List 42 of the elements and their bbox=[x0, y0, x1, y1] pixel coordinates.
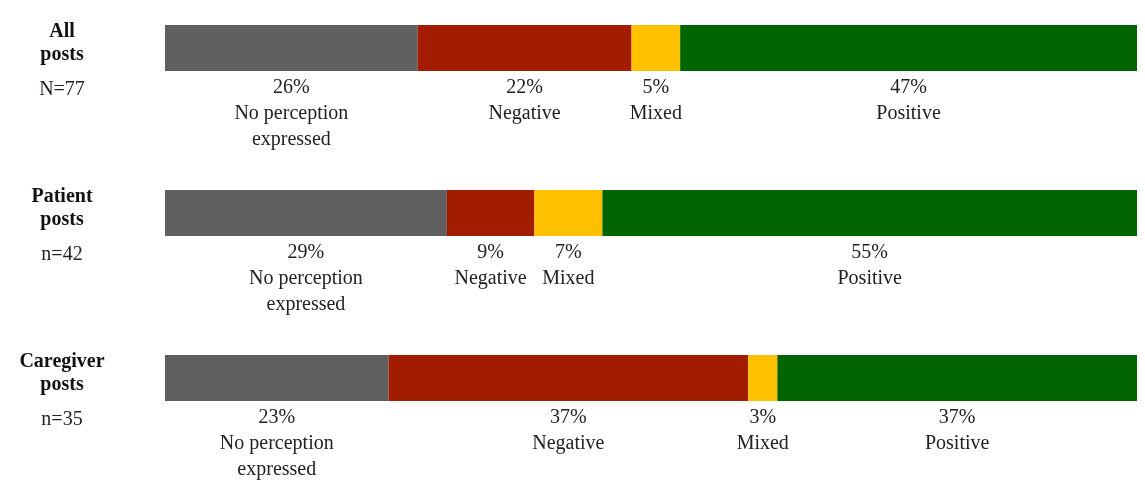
data-label: 26% bbox=[273, 75, 310, 97]
text: Positive bbox=[924, 431, 990, 453]
data-label: 7% bbox=[555, 240, 582, 262]
y-tick-label: All posts bbox=[40, 19, 84, 65]
data-label: 47% bbox=[890, 75, 927, 97]
bar bbox=[777, 355, 1137, 401]
data-label: 29% bbox=[287, 240, 325, 262]
bar bbox=[446, 190, 535, 236]
text: N=77 bbox=[39, 77, 85, 99]
text: Mixed bbox=[629, 101, 682, 123]
bar bbox=[165, 190, 447, 236]
series-label: Negative bbox=[488, 101, 561, 124]
bar bbox=[680, 25, 1137, 71]
text: No perception expressed bbox=[219, 431, 334, 479]
bar bbox=[631, 25, 681, 71]
bar bbox=[417, 25, 632, 71]
bar bbox=[165, 355, 389, 401]
y-tick-label: Patient posts bbox=[31, 184, 93, 230]
data-label: 37% bbox=[550, 405, 587, 427]
bar bbox=[388, 355, 749, 401]
bar bbox=[165, 25, 418, 71]
text: n=35 bbox=[41, 407, 83, 429]
data-label: 23% bbox=[258, 405, 296, 427]
data-label: 9% bbox=[477, 240, 504, 262]
text: n=42 bbox=[41, 242, 83, 264]
bar bbox=[748, 355, 778, 401]
data-label: 37% bbox=[938, 405, 976, 427]
text: Negative bbox=[454, 266, 527, 288]
bar bbox=[534, 190, 603, 236]
data-label: 5% bbox=[642, 75, 670, 97]
text: Negative bbox=[532, 431, 605, 453]
text: No perception expressed bbox=[249, 266, 363, 314]
data-label: 55% bbox=[851, 240, 889, 262]
bar bbox=[602, 190, 1137, 236]
text: Mixed bbox=[736, 431, 789, 453]
data-label: 3% bbox=[749, 405, 777, 427]
y-tick-label: Caregiver posts bbox=[19, 349, 105, 395]
series-label: Mixed bbox=[542, 266, 595, 288]
data-label: 22% bbox=[506, 75, 543, 97]
text: Positive bbox=[837, 266, 902, 288]
series-label: Positive bbox=[876, 101, 941, 123]
series-label: No perception expressed bbox=[234, 101, 349, 150]
